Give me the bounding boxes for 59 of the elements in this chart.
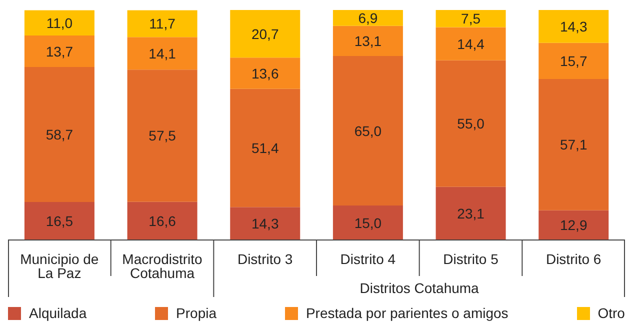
text: Distritos Cotahuma — [358, 280, 480, 296]
bar — [230, 88, 300, 208]
data-label: 13,1 — [354, 32, 382, 49]
x-tick-label: Distrito 6 — [546, 250, 602, 267]
bar — [538, 210, 609, 240]
data-label: 58,7 — [46, 126, 74, 143]
x-tick-label: Distrito 4 — [340, 250, 396, 267]
legend-label: Propia — [175, 305, 217, 321]
data-label: 15,0 — [354, 214, 382, 231]
data-label: 14,4 — [457, 36, 485, 52]
data-label: 14,3 — [251, 216, 279, 232]
data-label: 65,0 — [354, 122, 382, 139]
bar — [127, 202, 198, 240]
bar — [24, 10, 94, 36]
legend-label: Prestada por parientes o amigos — [304, 305, 508, 321]
data-label: 57,1 — [560, 136, 588, 153]
x-tick-label: Macrodistrito Cotahuma — [122, 250, 203, 281]
bar — [332, 10, 403, 26]
bar — [436, 60, 506, 187]
data-label: 13,6 — [251, 65, 279, 82]
data-label: 20,7 — [251, 26, 279, 42]
bar — [127, 10, 198, 38]
data-label: 11,7 — [149, 16, 176, 32]
data-label: 16,5 — [46, 213, 74, 230]
data-label: 51,4 — [251, 140, 279, 156]
bar — [230, 207, 300, 240]
bar — [127, 70, 198, 202]
bar — [538, 79, 609, 210]
x-tick-label: Distrito 5 — [443, 250, 499, 267]
bar — [436, 10, 506, 28]
data-label: 14,3 — [560, 18, 588, 34]
bar — [436, 186, 506, 240]
bar — [230, 10, 300, 58]
bar — [332, 206, 403, 240]
x-tick-label: Distrito 3 — [237, 250, 293, 267]
data-label: 55,0 — [457, 116, 485, 132]
legend-label: Alquilada — [28, 305, 87, 321]
data-label: 14,1 — [148, 45, 176, 62]
legend-label: Otro — [596, 305, 625, 321]
bar — [436, 27, 506, 60]
bar — [24, 67, 94, 202]
bar — [230, 58, 300, 89]
data-label: 12,9 — [560, 217, 588, 234]
bar — [332, 56, 403, 206]
bar — [24, 36, 94, 68]
data-label: 13,7 — [46, 43, 74, 60]
data-label: 6,9 — [358, 10, 378, 26]
data-label: 7,5 — [461, 10, 481, 27]
data-label: 15,7 — [560, 52, 588, 69]
data-label: 57,5 — [148, 128, 176, 144]
data-label: 11,0 — [46, 14, 73, 31]
bar — [538, 42, 609, 79]
data-label: 16,6 — [148, 212, 176, 229]
bar — [24, 202, 94, 240]
x-tick-label: Municipio de La Paz — [20, 250, 99, 281]
data-label: 23,1 — [457, 205, 485, 222]
bar — [538, 10, 609, 43]
bar — [127, 37, 198, 70]
bar — [332, 26, 403, 56]
